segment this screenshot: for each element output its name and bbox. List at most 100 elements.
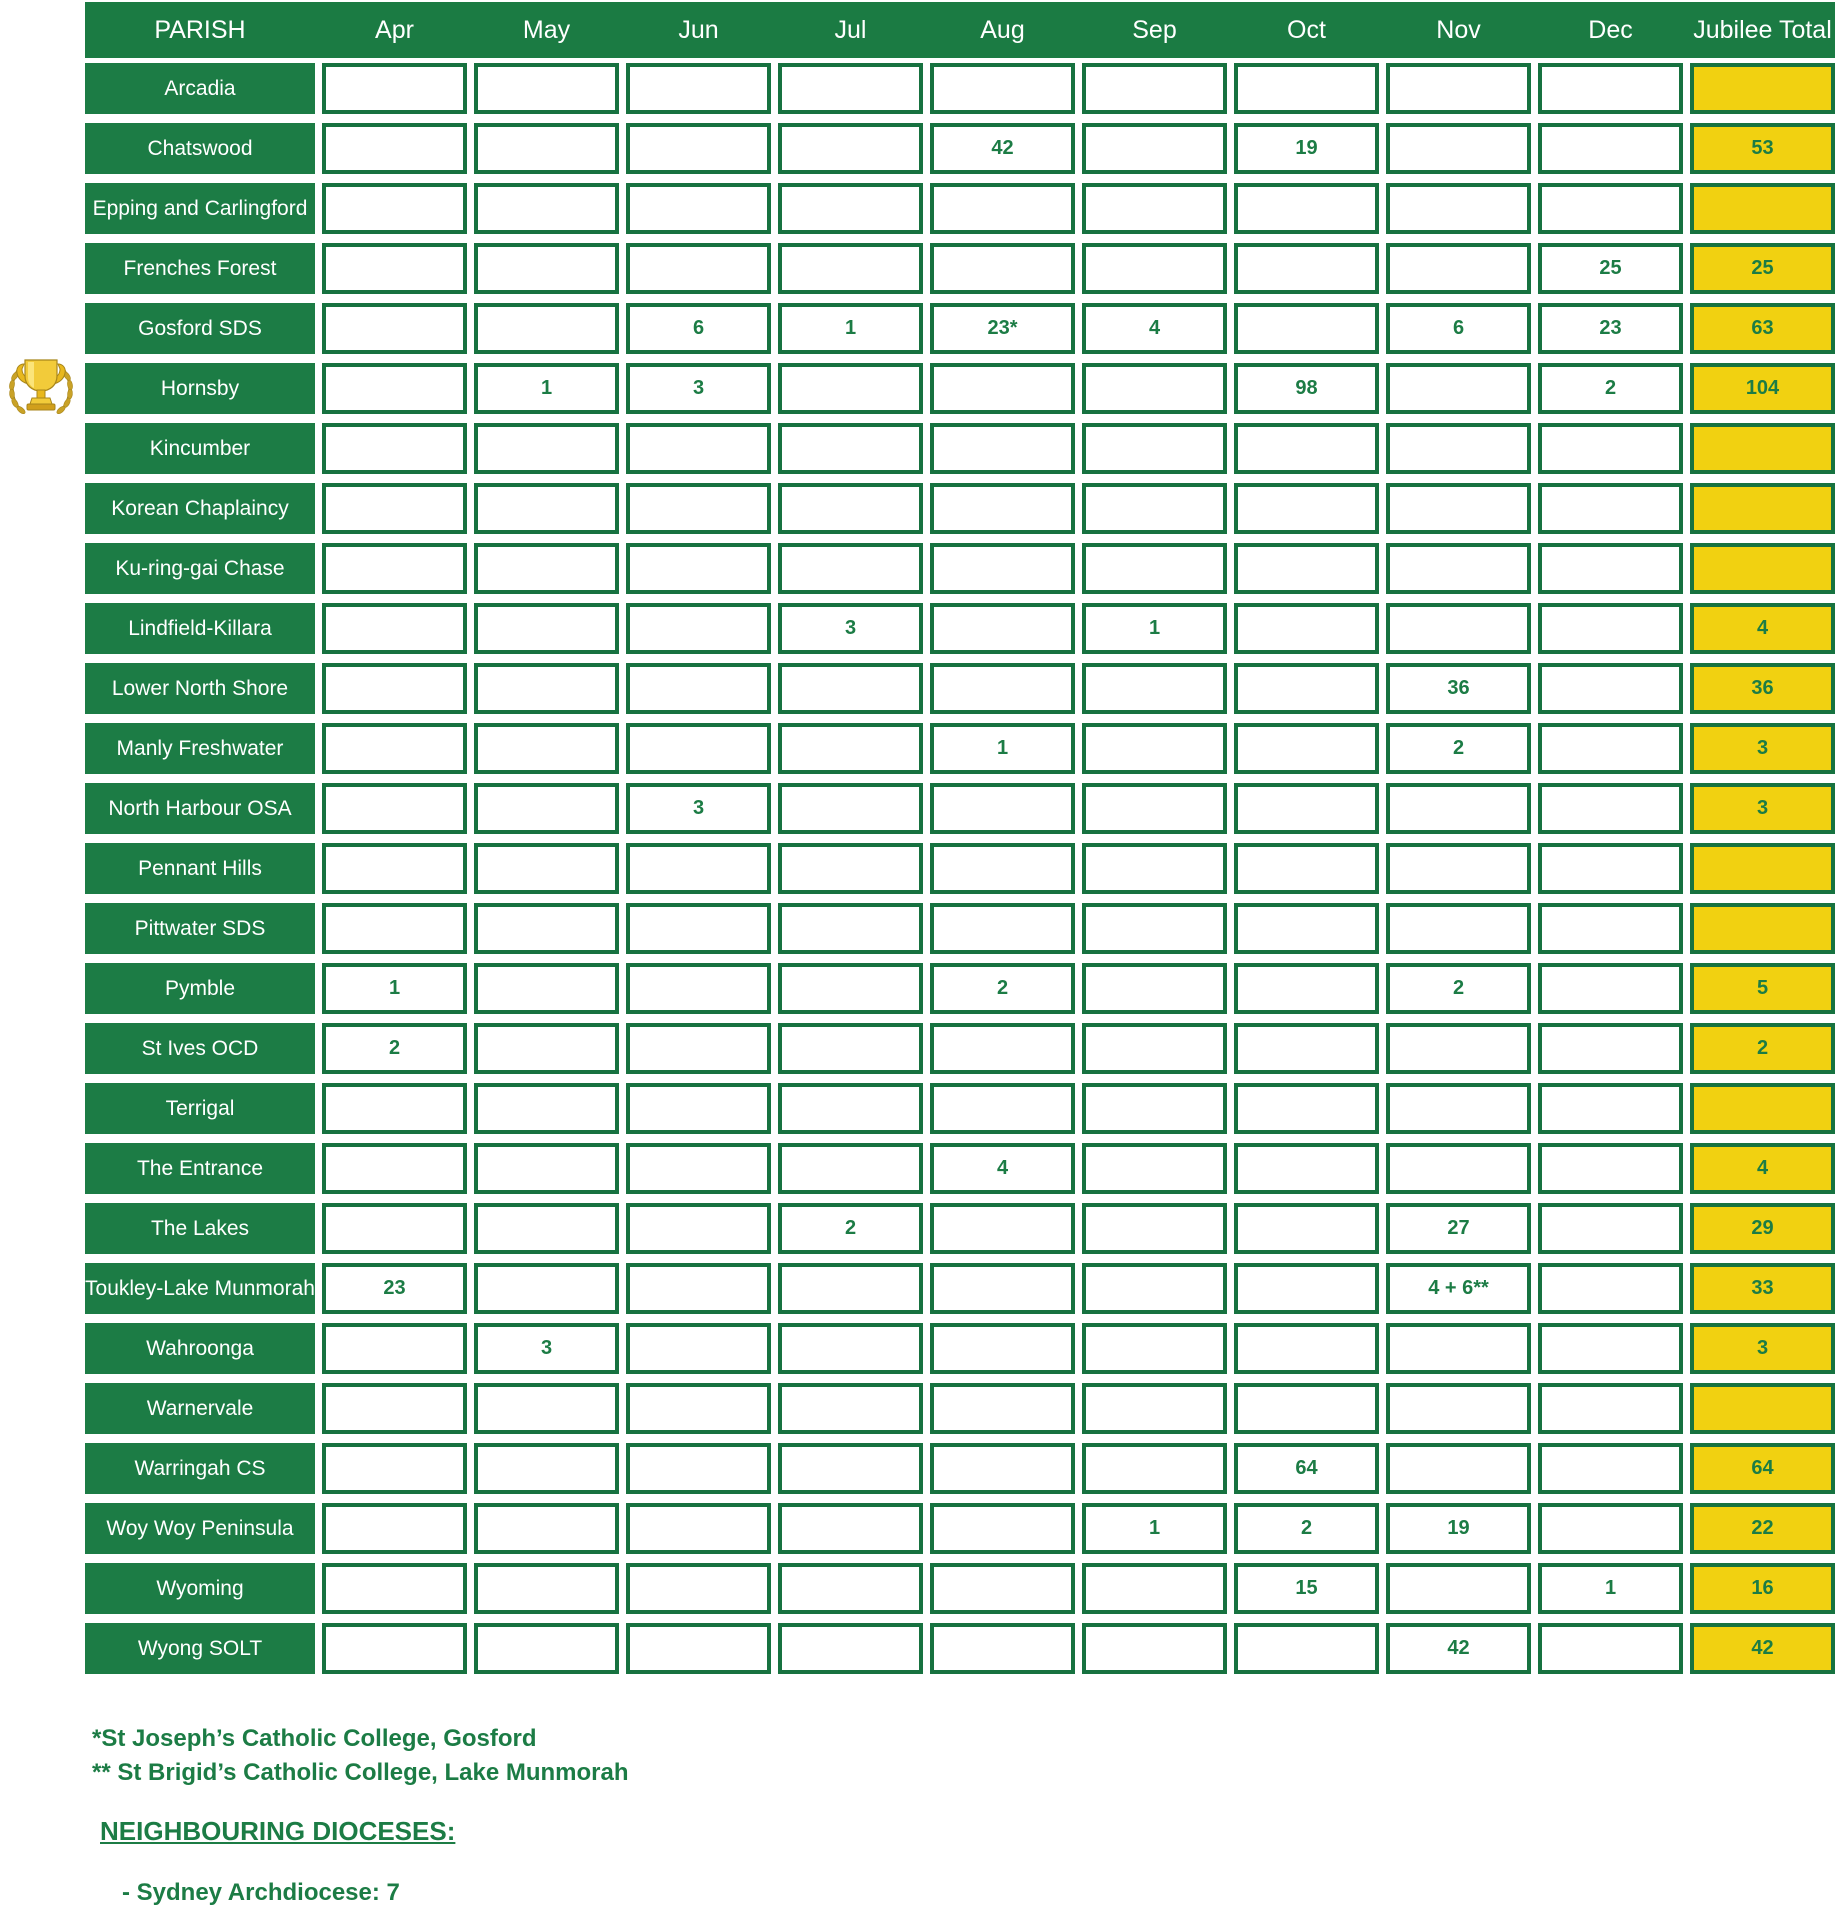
month-value-cell [1082, 1263, 1227, 1314]
month-value-cell [474, 303, 619, 354]
month-value-cell: 2 [1386, 723, 1531, 774]
parish-cell: Warnervale [85, 1383, 315, 1434]
month-value-cell: 23* [930, 303, 1075, 354]
month-value-cell [626, 63, 771, 114]
month-value-cell [930, 603, 1075, 654]
parish-cell: Wyong SOLT [85, 1623, 315, 1674]
month-value-cell: 1 [778, 303, 923, 354]
month-value-cell [322, 1443, 467, 1494]
month-value-cell [1234, 423, 1379, 474]
month-value-cell [626, 1323, 771, 1374]
month-value-cell [474, 1023, 619, 1074]
month-value-cell [322, 1503, 467, 1554]
month-value-cell [322, 543, 467, 594]
month-value-cell [1386, 1023, 1531, 1074]
month-value-cell [474, 243, 619, 294]
month-value-cell [778, 663, 923, 714]
month-value-cell: 42 [930, 123, 1075, 174]
parish-cell: Arcadia [85, 63, 315, 114]
month-value-cell [1538, 483, 1683, 534]
jubilee-total-cell: 29 [1690, 1203, 1835, 1254]
month-value-cell: 23 [322, 1263, 467, 1314]
month-value-cell [778, 963, 923, 1014]
jubilee-total-cell [1690, 903, 1835, 954]
month-value-cell [778, 1503, 923, 1554]
month-value-cell: 42 [1386, 1623, 1531, 1674]
parish-cell: Hornsby [85, 363, 315, 414]
month-value-cell [930, 63, 1075, 114]
month-value-cell [1234, 1143, 1379, 1194]
month-value-cell [778, 1443, 923, 1494]
month-value-cell [1234, 1383, 1379, 1434]
month-value-cell [778, 903, 923, 954]
month-value-cell [1386, 63, 1531, 114]
month-value-cell [1082, 843, 1227, 894]
month-value-cell [474, 603, 619, 654]
parish-cell: Pymble [85, 963, 315, 1014]
month-value-cell: 3 [778, 603, 923, 654]
parish-cell: Warringah CS [85, 1443, 315, 1494]
jubilee-total-cell: 5 [1690, 963, 1835, 1014]
month-value-cell [1082, 1143, 1227, 1194]
month-value-cell: 19 [1234, 123, 1379, 174]
month-value-cell [1386, 1083, 1531, 1134]
jubilee-total-cell: 16 [1690, 1563, 1835, 1614]
column-header-month-nov: Nov [1436, 15, 1481, 44]
month-value-cell: 2 [1538, 363, 1683, 414]
month-value-cell [474, 1083, 619, 1134]
month-value-cell [1386, 183, 1531, 234]
month-value-cell: 3 [626, 363, 771, 414]
month-value-cell [474, 1443, 619, 1494]
month-value-cell [1082, 1563, 1227, 1614]
month-value-cell [1234, 663, 1379, 714]
month-value-cell [1082, 123, 1227, 174]
month-value-cell [1234, 543, 1379, 594]
month-value-cell [930, 1083, 1075, 1134]
month-value-cell: 1 [1082, 603, 1227, 654]
month-value-cell [930, 843, 1075, 894]
month-value-cell: 3 [474, 1323, 619, 1374]
month-value-cell [1538, 783, 1683, 834]
month-value-cell [930, 483, 1075, 534]
month-value-cell [1538, 183, 1683, 234]
column-header-month-apr: Apr [375, 15, 414, 44]
month-value-cell [1082, 243, 1227, 294]
month-value-cell [1538, 603, 1683, 654]
month-value-cell [1082, 1443, 1227, 1494]
month-value-cell [930, 1503, 1075, 1554]
month-value-cell [322, 123, 467, 174]
month-value-cell [930, 1443, 1075, 1494]
month-value-cell [1386, 603, 1531, 654]
month-value-cell [1538, 1203, 1683, 1254]
month-value-cell [1538, 1383, 1683, 1434]
month-value-cell [778, 183, 923, 234]
month-value-cell [1234, 783, 1379, 834]
month-value-cell [930, 1623, 1075, 1674]
month-value-cell: 1 [1082, 1503, 1227, 1554]
parish-cell: Ku-ring-gai Chase [85, 543, 315, 594]
month-value-cell [1386, 843, 1531, 894]
month-value-cell [1386, 423, 1531, 474]
month-value-cell [778, 1263, 923, 1314]
month-value-cell [930, 783, 1075, 834]
parish-cell: North Harbour OSA [85, 783, 315, 834]
month-value-cell [322, 843, 467, 894]
month-value-cell [1082, 783, 1227, 834]
month-value-cell [474, 543, 619, 594]
parish-cell: Wahroonga [85, 1323, 315, 1374]
month-value-cell [322, 243, 467, 294]
month-value-cell: 64 [1234, 1443, 1379, 1494]
jubilee-total-cell [1690, 543, 1835, 594]
month-value-cell [1386, 483, 1531, 534]
month-value-cell [1082, 1023, 1227, 1074]
footnote-lake-munmorah: ** St Brigid’s Catholic College, Lake Mu… [92, 1759, 629, 1786]
month-value-cell [930, 423, 1075, 474]
month-value-cell [626, 483, 771, 534]
jubilee-total-cell [1690, 483, 1835, 534]
month-value-cell [626, 1443, 771, 1494]
month-value-cell [626, 603, 771, 654]
month-value-cell [1082, 663, 1227, 714]
jubilee-total-cell [1690, 183, 1835, 234]
jubilee-total-cell: 36 [1690, 663, 1835, 714]
month-value-cell [1538, 663, 1683, 714]
